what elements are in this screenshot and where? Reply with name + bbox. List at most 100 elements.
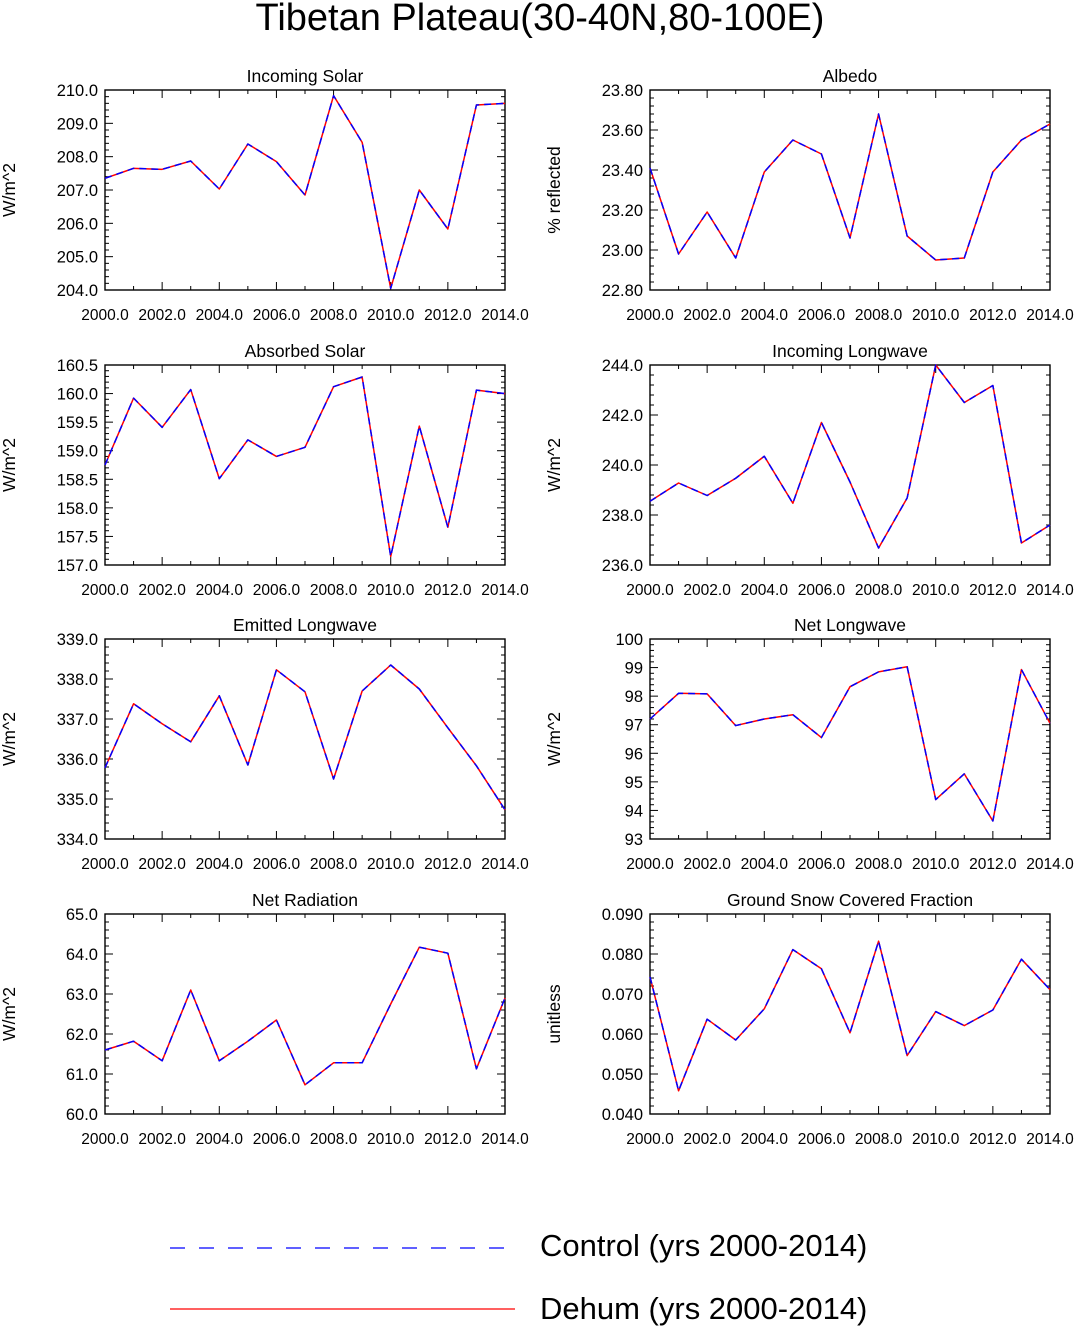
x-tick-label: 2014.0 bbox=[1026, 307, 1074, 324]
y-tick-label: 61.0 bbox=[66, 1066, 98, 1084]
y-tick-label: 95 bbox=[625, 774, 643, 792]
x-tick-label: 2004.0 bbox=[196, 1131, 244, 1148]
y-axis-label: W/m^2 bbox=[544, 712, 564, 766]
series-line-control bbox=[104, 376, 506, 558]
x-tick-label: 2004.0 bbox=[741, 307, 789, 324]
x-tick-label: 2002.0 bbox=[683, 856, 731, 873]
x-tick-label: 2008.0 bbox=[855, 1131, 903, 1148]
x-tick-label: 2014.0 bbox=[1026, 856, 1074, 873]
series-line-control bbox=[649, 665, 1051, 822]
x-tick-label: 2008.0 bbox=[855, 307, 903, 324]
y-tick-label: 0.070 bbox=[602, 986, 643, 1004]
y-tick-label: 240.0 bbox=[602, 457, 643, 475]
x-tick-label: 2000.0 bbox=[626, 307, 674, 324]
x-tick-label: 2002.0 bbox=[138, 307, 186, 324]
plot-frame bbox=[649, 364, 1051, 566]
y-tick-label: 60.0 bbox=[66, 1106, 98, 1124]
series-line-control bbox=[649, 364, 1051, 549]
y-tick-label: 158.0 bbox=[57, 500, 98, 518]
x-tick-label: 2010.0 bbox=[367, 1131, 415, 1148]
x-tick-label: 2012.0 bbox=[969, 582, 1017, 599]
x-tick-label: 2006.0 bbox=[253, 307, 301, 324]
panel-2: 2000.0 2002.0 2004.0 2006.0 2008.0 2010.0 2012… bbox=[544, 66, 1074, 324]
x-tick-label: 2004.0 bbox=[196, 582, 244, 599]
x-tick-label: 2006.0 bbox=[798, 307, 846, 324]
panel-5: 2000.0 2002.0 2004.0 2006.0 2008.0 2010.0 2012… bbox=[0, 615, 529, 873]
y-tick-label: 238.0 bbox=[602, 507, 643, 525]
y-tick-label: 205.0 bbox=[57, 249, 98, 267]
y-tick-label: 206.0 bbox=[57, 215, 98, 233]
figure-title: Tibetan Plateau(30-40N,80-100E) bbox=[255, 0, 825, 39]
y-tick-label: 97 bbox=[625, 717, 643, 735]
y-tick-label: 159.5 bbox=[57, 414, 98, 432]
plot-frame bbox=[649, 913, 1051, 1115]
y-axis-label: % reflected bbox=[544, 146, 564, 234]
x-tick-label: 2008.0 bbox=[855, 582, 903, 599]
x-tick-label: 2002.0 bbox=[138, 856, 186, 873]
x-tick-label: 2012.0 bbox=[969, 856, 1017, 873]
series-line-control bbox=[104, 946, 506, 1086]
y-tick-label: 338.0 bbox=[57, 671, 98, 689]
series-line-dehum bbox=[104, 664, 506, 811]
x-tick-label: 2008.0 bbox=[855, 856, 903, 873]
y-tick-label: 100 bbox=[615, 631, 643, 649]
y-tick-label: 157.5 bbox=[57, 528, 98, 546]
panel-7: 2000.0 2002.0 2004.0 2006.0 2008.0 2010.0 2012… bbox=[0, 890, 529, 1148]
series-line-dehum bbox=[649, 940, 1051, 1092]
y-tick-label: 157.0 bbox=[57, 557, 98, 575]
x-tick-label: 2012.0 bbox=[969, 307, 1017, 324]
x-tick-label: 2000.0 bbox=[81, 582, 129, 599]
y-tick-label: 96 bbox=[625, 745, 643, 763]
x-tick-label: 2014.0 bbox=[481, 1131, 529, 1148]
y-tick-label: 334.0 bbox=[57, 831, 98, 849]
y-tick-label: 242.0 bbox=[602, 407, 643, 425]
x-tick-label: 2002.0 bbox=[138, 1131, 186, 1148]
x-tick-label: 2014.0 bbox=[481, 582, 529, 599]
x-tick-label: 2010.0 bbox=[367, 582, 415, 599]
y-tick-label: 98 bbox=[625, 688, 643, 706]
series-line-dehum bbox=[649, 364, 1051, 549]
x-tick-label: 2012.0 bbox=[424, 582, 472, 599]
y-tick-label: 64.0 bbox=[66, 946, 98, 964]
panels: 2000.0 2002.0 2004.0 2006.0 2008.0 2010.0 2012… bbox=[0, 66, 1074, 1148]
y-tick-label: 23.60 bbox=[602, 122, 643, 140]
series-line-dehum bbox=[649, 665, 1051, 822]
x-tick-label: 2012.0 bbox=[424, 1131, 472, 1148]
x-tick-label: 2014.0 bbox=[1026, 582, 1074, 599]
y-tick-label: 65.0 bbox=[66, 906, 98, 924]
plot-frame bbox=[104, 638, 506, 840]
y-axis-label: W/m^2 bbox=[544, 438, 564, 492]
panel-title: Emitted Longwave bbox=[233, 615, 377, 635]
y-tick-label: 207.0 bbox=[57, 182, 98, 200]
legend-label-control: Control (yrs 2000-2014) bbox=[540, 1228, 868, 1263]
series-line-dehum bbox=[104, 94, 506, 290]
x-tick-label: 2012.0 bbox=[424, 856, 472, 873]
y-tick-label: 336.0 bbox=[57, 751, 98, 769]
y-tick-label: 23.40 bbox=[602, 162, 643, 180]
series-line-dehum bbox=[104, 376, 506, 558]
x-tick-label: 2006.0 bbox=[798, 582, 846, 599]
x-tick-label: 2002.0 bbox=[683, 582, 731, 599]
plot-frame bbox=[104, 89, 506, 291]
y-axis-label: unitless bbox=[544, 984, 564, 1044]
y-tick-label: 339.0 bbox=[57, 631, 98, 649]
x-tick-label: 2006.0 bbox=[253, 582, 301, 599]
x-tick-label: 2008.0 bbox=[310, 1131, 358, 1148]
panel-6: 2000.0 2002.0 2004.0 2006.0 2008.0 2010.0 2012… bbox=[544, 615, 1074, 873]
y-tick-label: 62.0 bbox=[66, 1026, 98, 1044]
legend-lines bbox=[170, 1247, 515, 1310]
x-tick-label: 2010.0 bbox=[367, 307, 415, 324]
panel-title: Net Radiation bbox=[252, 890, 358, 910]
x-tick-label: 2004.0 bbox=[741, 856, 789, 873]
series-line-control bbox=[649, 113, 1051, 261]
y-tick-label: 244.0 bbox=[602, 357, 643, 375]
y-tick-label: 99 bbox=[625, 660, 643, 678]
panel-title: Albedo bbox=[823, 66, 878, 86]
y-axis-label: W/m^2 bbox=[0, 163, 19, 217]
x-tick-label: 2012.0 bbox=[969, 1131, 1017, 1148]
y-tick-label: 236.0 bbox=[602, 557, 643, 575]
x-tick-label: 2006.0 bbox=[253, 1131, 301, 1148]
y-tick-label: 0.090 bbox=[602, 906, 643, 924]
y-axis-label: W/m^2 bbox=[0, 987, 19, 1041]
